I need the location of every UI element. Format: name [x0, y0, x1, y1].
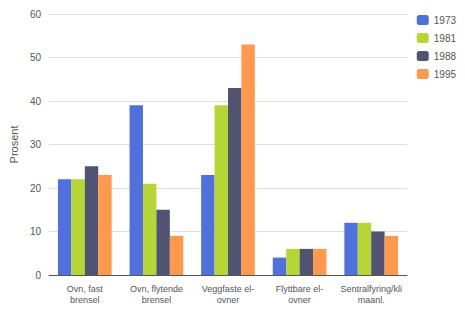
svg-text:Ovn, fast: Ovn, fast	[67, 284, 104, 294]
svg-text:1995: 1995	[434, 69, 457, 80]
svg-text:1988: 1988	[434, 51, 457, 62]
svg-text:Veggfaste el-: Veggfaste el-	[202, 284, 255, 294]
svg-text:30: 30	[30, 139, 42, 150]
svg-text:1981: 1981	[434, 33, 457, 44]
svg-text:0: 0	[35, 270, 41, 281]
svg-text:50: 50	[30, 52, 42, 63]
svg-text:ovner: ovner	[217, 295, 240, 305]
svg-text:Flyttbare el-: Flyttbare el-	[276, 284, 324, 294]
svg-text:40: 40	[30, 96, 42, 107]
svg-text:ovner: ovner	[288, 295, 311, 305]
svg-text:maanl.: maanl.	[358, 295, 385, 305]
svg-text:60: 60	[30, 9, 42, 20]
svg-text:Ovn, flytende: Ovn, flytende	[130, 284, 183, 294]
svg-text:brensel: brensel	[70, 295, 100, 305]
svg-text:brensel: brensel	[142, 295, 172, 305]
svg-text:20: 20	[30, 183, 42, 194]
svg-text:10: 10	[30, 226, 42, 237]
svg-text:Sentralfyring/kli: Sentralfyring/kli	[340, 284, 402, 294]
svg-text:1973: 1973	[434, 15, 457, 26]
svg-text:Prosent: Prosent	[8, 126, 20, 164]
